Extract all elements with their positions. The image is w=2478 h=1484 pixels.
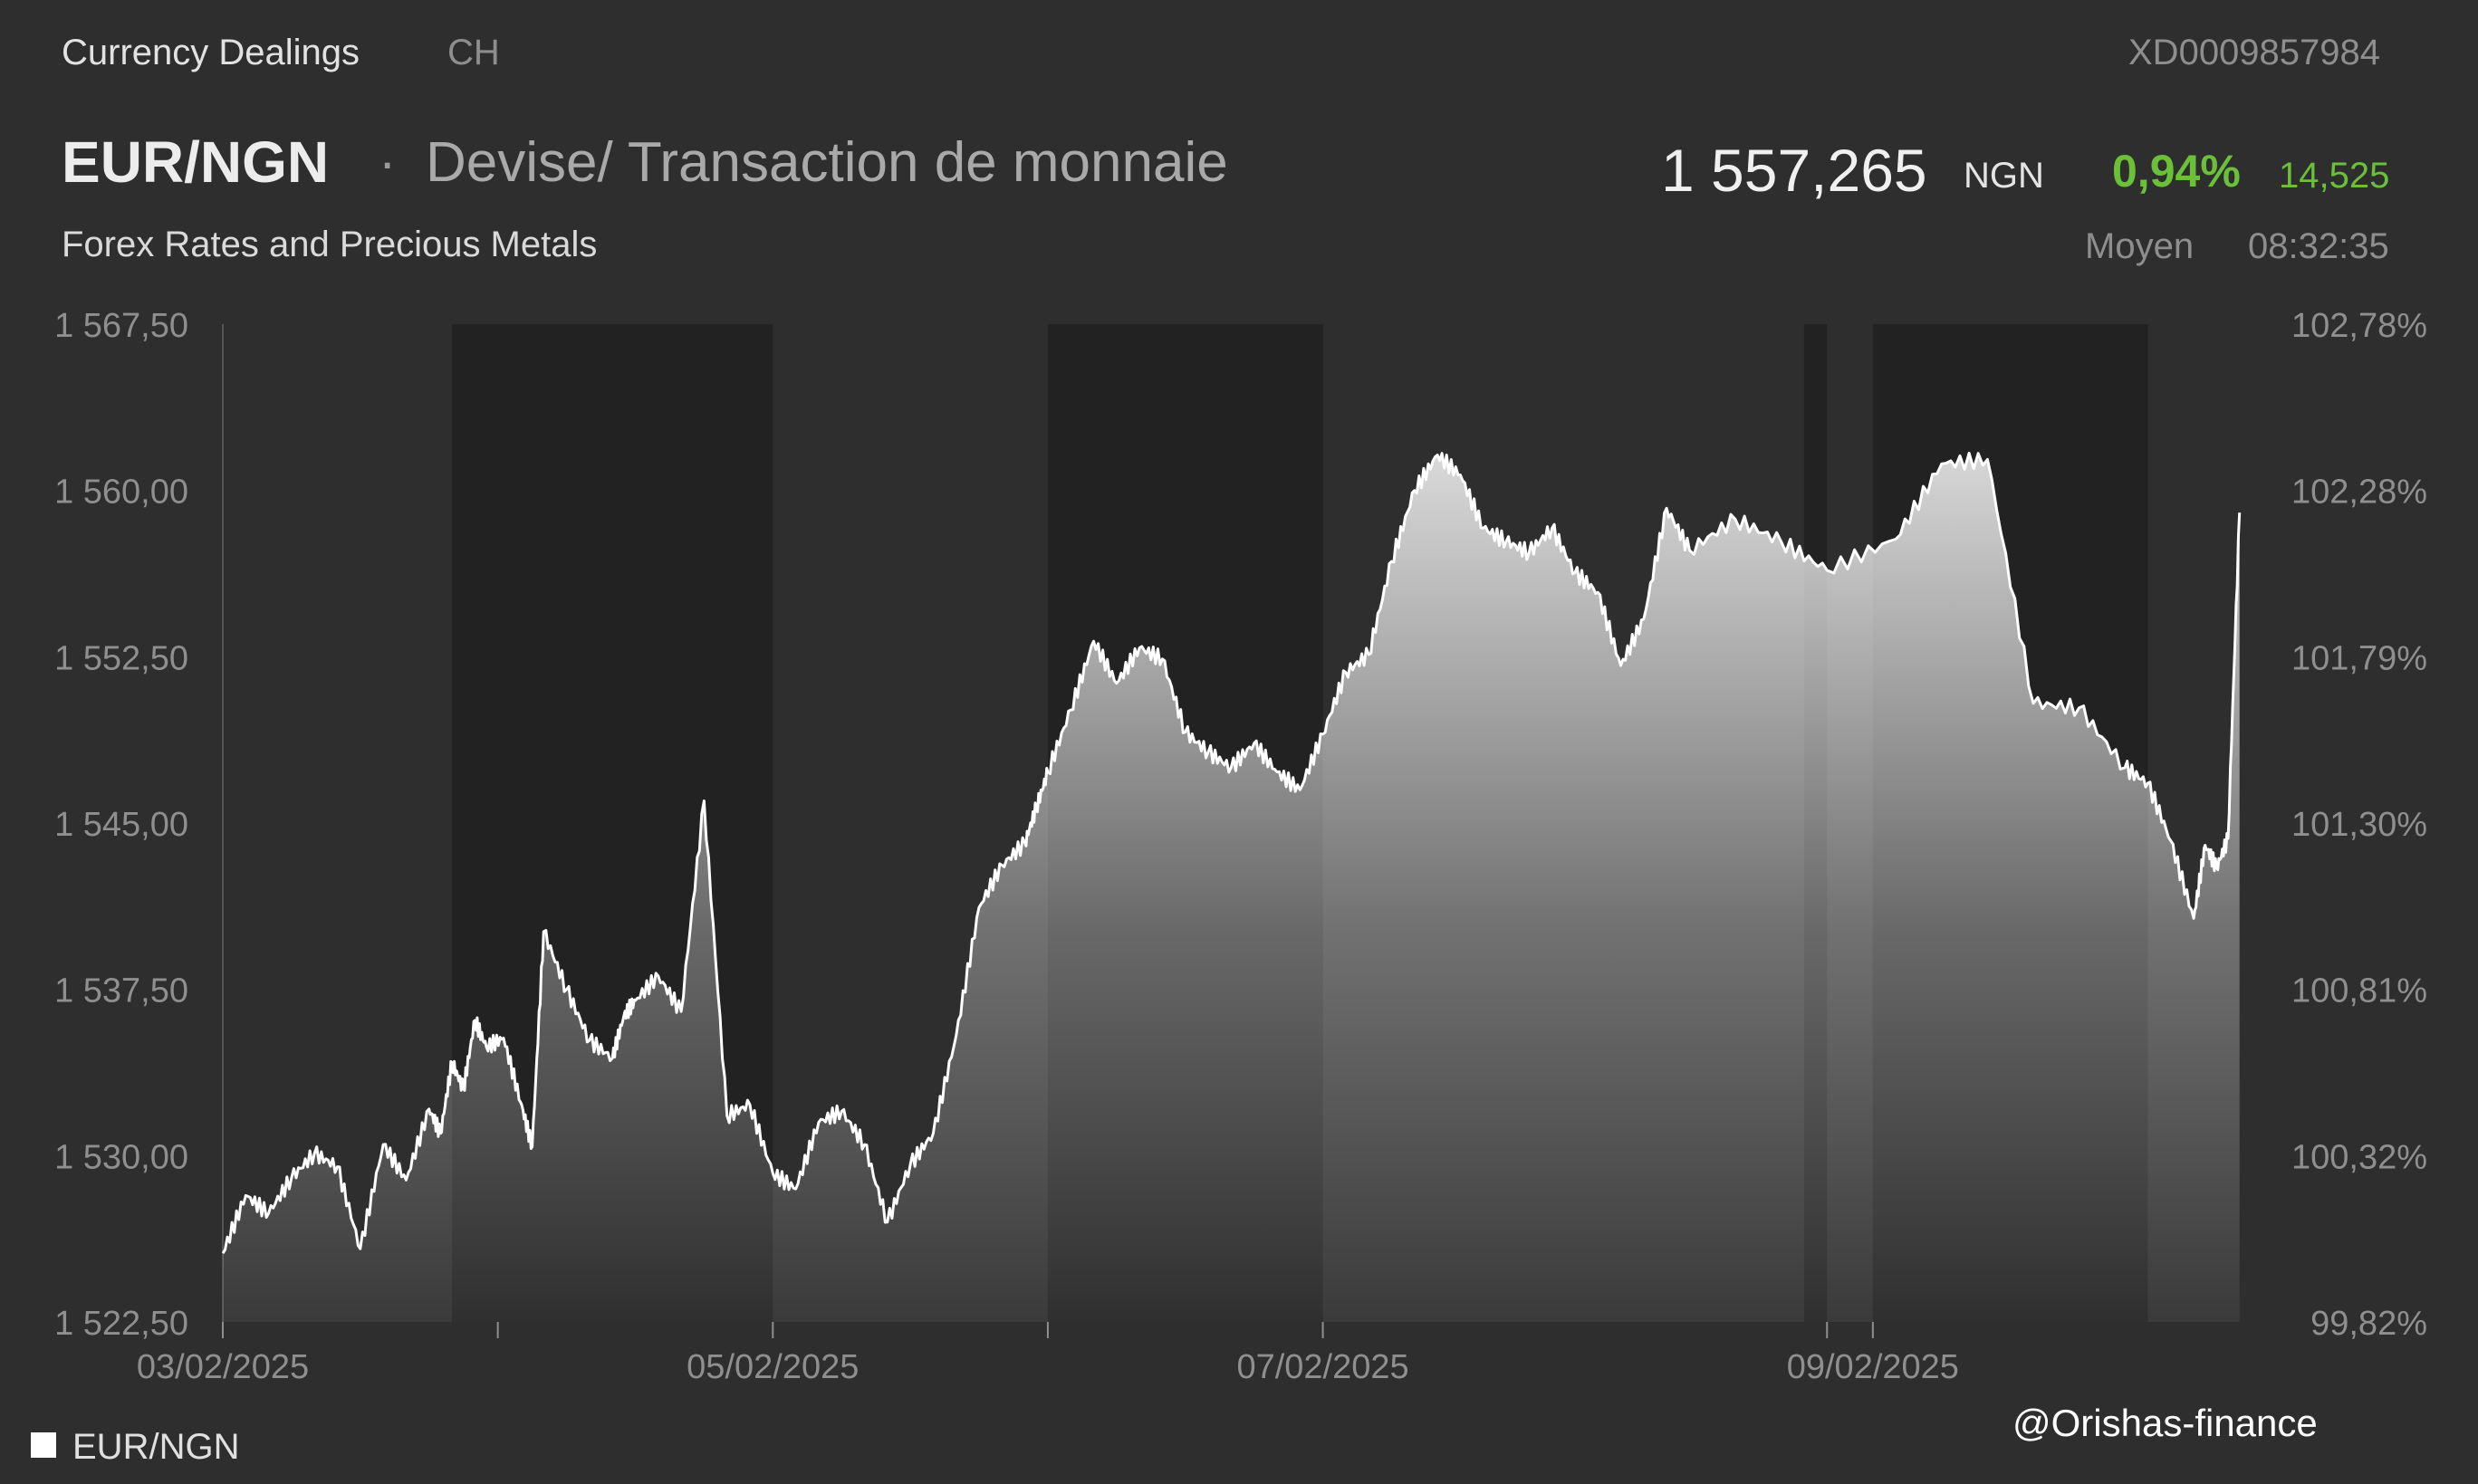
isin-label: XD0009857984	[2128, 33, 2381, 72]
y-tick-label-left: 1 522,50	[54, 1305, 188, 1343]
current-price: 1 557,265	[1661, 137, 1927, 204]
y-tick-label-right: 101,30%	[2291, 806, 2427, 844]
y-tick-label-right: 100,81%	[2291, 972, 2427, 1010]
y-tick-label-left: 1 560,00	[54, 474, 188, 512]
y-tick-label-right: 102,28%	[2291, 474, 2427, 512]
y-tick-label-left: 1 545,00	[54, 806, 188, 844]
y-tick-label-left: 1 567,50	[54, 307, 188, 345]
x-tick-label: 03/02/2025	[137, 1348, 309, 1386]
area-fill	[223, 453, 2240, 1322]
title-separator: ·	[379, 133, 397, 192]
x-tick-label: 09/02/2025	[1787, 1348, 1959, 1386]
change-percent: 0,94%	[2112, 146, 2241, 196]
x-tick-label: 05/02/2025	[687, 1348, 859, 1386]
price-unit: NGN	[1964, 156, 2044, 196]
y-tick-label-left: 1 537,50	[54, 972, 188, 1010]
legend-label: EUR/NGN	[72, 1427, 240, 1467]
y-tick-label-right: 100,32%	[2291, 1138, 2427, 1176]
y-tick-label-right: 101,79%	[2291, 639, 2427, 677]
change-absolute: 14,525	[2279, 156, 2390, 196]
quote-time: 08:32:35	[2248, 226, 2389, 266]
exchange-label: CH	[447, 33, 500, 72]
pair-description: Devise/ Transaction de monnaie	[426, 131, 1228, 194]
legend-swatch	[31, 1432, 56, 1458]
y-tick-label-right: 102,78%	[2291, 307, 2427, 345]
watermark: @Orishas-finance	[2012, 1402, 2318, 1444]
series-line-eur-ngn	[221, 451, 2242, 1254]
x-tick-label: 07/02/2025	[1236, 1348, 1408, 1386]
price-type-label: Moyen	[2085, 226, 2195, 266]
category-label: Currency Dealings	[62, 33, 360, 72]
y-tick-label-right: 99,82%	[2310, 1305, 2427, 1343]
y-tick-label-left: 1 552,50	[54, 639, 188, 677]
market-subtitle: Forex Rates and Precious Metals	[62, 225, 598, 264]
y-tick-label-left: 1 530,00	[54, 1138, 188, 1176]
pair-title: EUR/NGN	[62, 129, 330, 195]
